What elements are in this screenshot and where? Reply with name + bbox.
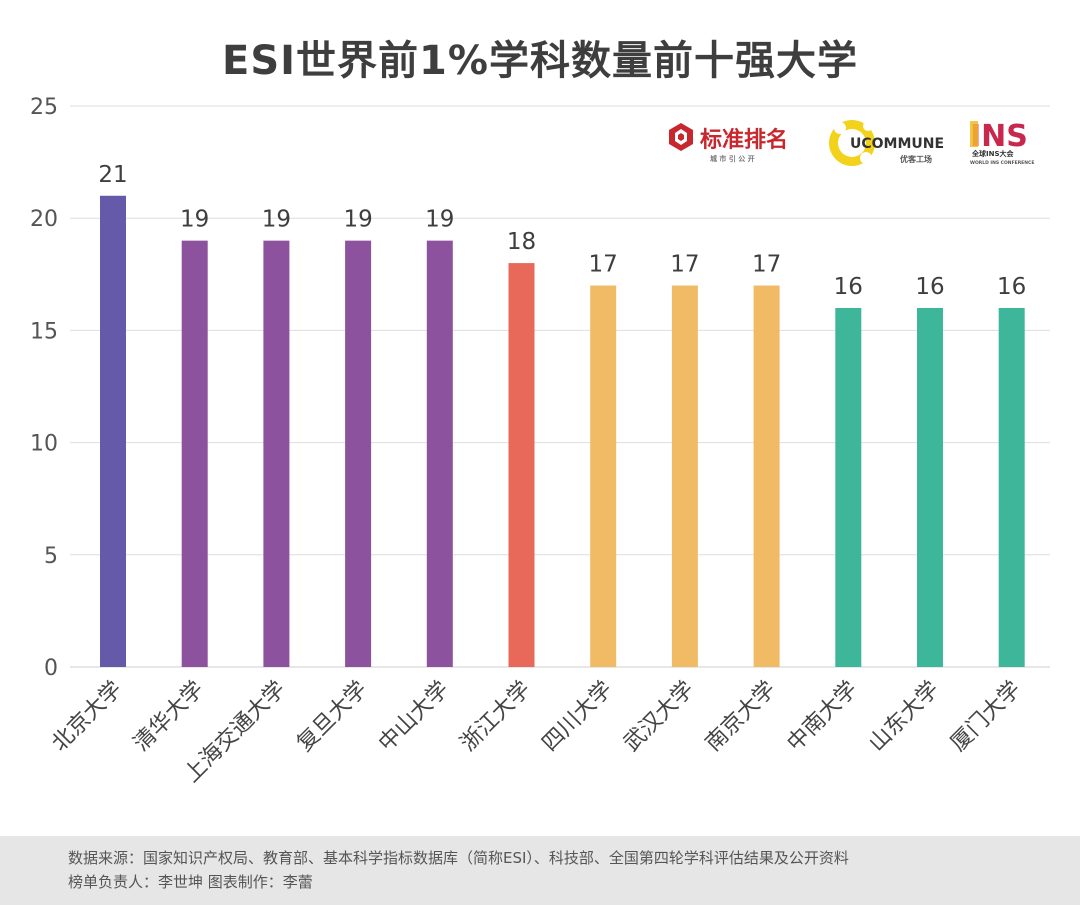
data-label: 16 xyxy=(997,274,1026,300)
gridlines xyxy=(70,105,1050,668)
footer-credits: 榜单负责人：李世坤 图表制作：李蕾 xyxy=(68,873,313,891)
bar-5 xyxy=(508,263,535,667)
data-label: 18 xyxy=(507,229,536,255)
data-label: 17 xyxy=(589,252,618,278)
data-label: 19 xyxy=(262,207,291,233)
chart-title: ESI世界前1%学科数量前十强大学 xyxy=(222,38,858,84)
bar-9 xyxy=(835,307,862,667)
bars xyxy=(100,195,1025,667)
ucommune-logo-sub: 优客工场 xyxy=(900,154,932,164)
ucommune-logo-name: UCOMMUNE xyxy=(850,136,944,152)
footer: 数据来源：国家知识产权局、教育部、基本科学指标数据库（简称ESI）、科技部、全国… xyxy=(0,836,1080,905)
data-label: 16 xyxy=(834,274,863,300)
biaozhun-logo-name: 标准排名 xyxy=(700,127,788,153)
bar-8 xyxy=(753,285,780,667)
data-labels: 21 19 19 19 19 18 17 17 17 16 16 16 xyxy=(98,162,1026,300)
x-tick-label: 四川大学 xyxy=(538,677,618,757)
footer-source: 数据来源：国家知识产权局、教育部、基本科学指标数据库（简称ESI）、科技部、全国… xyxy=(68,849,849,867)
y-axis-ticks: 0 5 10 15 20 25 xyxy=(30,95,58,681)
x-tick-label: 清华大学 xyxy=(129,677,209,757)
bar-1 xyxy=(181,240,208,667)
ucommune-logo-icon: UCOMMUNE 优客工场 xyxy=(829,120,944,166)
y-tick-label: 20 xyxy=(30,207,58,232)
biaozhun-logo: 标准排名 城 市 引 公 开 xyxy=(664,120,804,166)
bar-4 xyxy=(426,240,453,667)
bar-3 xyxy=(345,240,372,667)
bar-10 xyxy=(917,307,943,667)
ins-logo-name: INS xyxy=(970,119,1028,154)
x-tick-label: 中南大学 xyxy=(783,677,863,757)
data-label: 19 xyxy=(425,207,454,233)
bar-11 xyxy=(998,307,1025,667)
ins-logo-sub2: WORLD INS CONFERENCE xyxy=(970,160,1034,166)
ins-logo: INS 全球INS大会 WORLD INS CONFERENCE xyxy=(968,116,1044,168)
x-tick-label: 中山大学 xyxy=(374,677,454,757)
ins-logo-icon: INS 全球INS大会 WORLD INS CONFERENCE xyxy=(970,119,1034,166)
ins-logo-sub: 全球INS大会 xyxy=(971,149,1015,158)
y-tick-label: 0 xyxy=(44,656,58,681)
ucommune-logo: UCOMMUNE 优客工场 xyxy=(826,114,946,172)
data-label: 16 xyxy=(915,274,944,300)
bar-0 xyxy=(100,195,126,667)
y-tick-label: 5 xyxy=(44,544,58,569)
biaozhun-logo-sub: 城 市 引 公 开 xyxy=(710,154,755,163)
data-label: 17 xyxy=(752,252,781,278)
data-label: 17 xyxy=(670,252,699,278)
x-tick-label: 厦门大学 xyxy=(946,677,1026,757)
y-tick-label: 25 xyxy=(30,95,58,120)
x-tick-label: 浙江大学 xyxy=(456,677,536,757)
x-tick-label: 北京大学 xyxy=(47,677,127,757)
y-tick-label: 10 xyxy=(30,432,58,457)
data-label: 19 xyxy=(343,207,372,233)
data-label: 19 xyxy=(180,207,209,233)
x-tick-label: 武汉大学 xyxy=(619,677,699,757)
x-tick-label: 南京大学 xyxy=(701,677,781,757)
bar-6 xyxy=(590,285,617,667)
bar-7 xyxy=(671,285,698,667)
y-tick-label: 15 xyxy=(30,319,58,344)
x-tick-label: 山东大学 xyxy=(864,677,944,757)
biaozhun-logo-icon: 标准排名 城 市 引 公 开 xyxy=(669,123,788,163)
x-tick-label: 复旦大学 xyxy=(292,677,372,757)
bar-2 xyxy=(263,240,290,667)
data-label: 21 xyxy=(98,162,127,188)
